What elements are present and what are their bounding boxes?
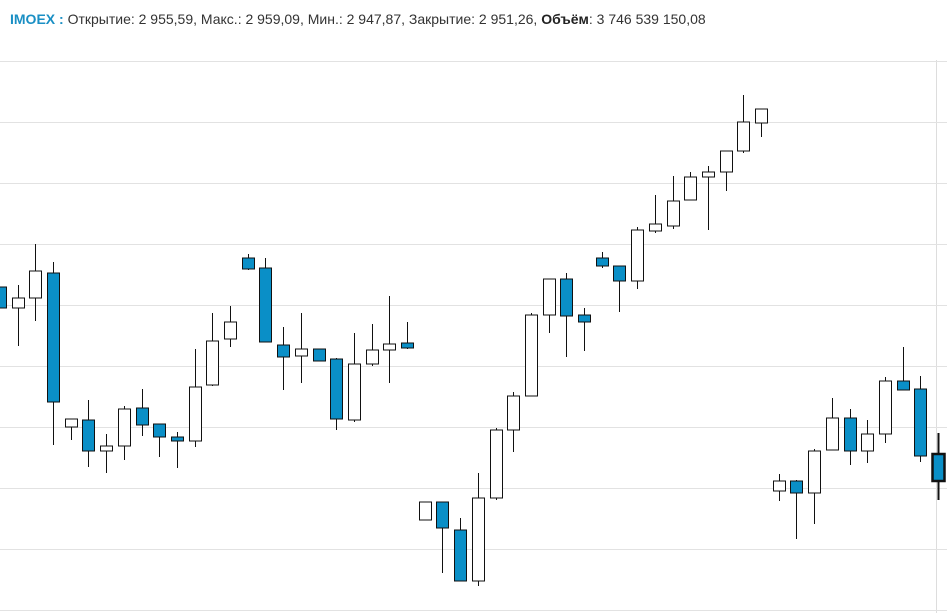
candle-body: [507, 395, 520, 431]
volume-value: : 3 746 539 150,08: [588, 11, 706, 27]
candle-body: [596, 257, 609, 267]
candle-body: [330, 358, 343, 420]
candle-body: [401, 342, 414, 349]
header: IMOEX : Открытие: 2 955,59, Макс.: 2 959…: [10, 11, 706, 27]
candle-body: [206, 340, 219, 386]
candle-body: [348, 363, 361, 421]
candle-body: [419, 501, 432, 521]
candle-body: [755, 108, 768, 124]
candle-body: [684, 176, 697, 201]
candle-body: [720, 150, 733, 173]
ohlc-text: Открытие: 2 955,59, Макс.: 2 959,09, Мин…: [67, 11, 538, 27]
candle-body: [826, 417, 839, 451]
candle-body: [313, 348, 326, 362]
candle-body: [295, 348, 308, 357]
candle-body: [631, 229, 644, 282]
candle-body: [667, 200, 680, 227]
candle-body: [136, 407, 149, 426]
candle-body: [737, 121, 750, 152]
candle-body: [613, 265, 626, 282]
volume-label: Объём: [541, 11, 589, 27]
candle-body: [47, 272, 60, 403]
candle-body: [490, 429, 503, 499]
candle-body: [65, 418, 78, 428]
candle-body: [171, 436, 184, 442]
candle-body: [277, 344, 290, 358]
candle-body: [118, 408, 131, 447]
candle-body: [12, 297, 25, 309]
candle-body: [649, 223, 662, 232]
candle-body: [189, 386, 202, 442]
candle-body: [259, 267, 272, 343]
candle-body: [543, 278, 556, 316]
candle-body: [931, 452, 946, 483]
candle-body: [897, 380, 910, 391]
candle-body: [578, 314, 591, 323]
candle-body: [844, 417, 857, 452]
candle-body: [525, 314, 538, 397]
ticker: IMOEX :: [10, 11, 64, 27]
candle-body: [861, 433, 874, 452]
candle-body: [560, 278, 573, 317]
candle-body: [454, 529, 467, 582]
candle-body: [100, 445, 113, 452]
candle-body: [790, 480, 803, 494]
candle-body: [153, 423, 166, 438]
candle-body: [472, 497, 485, 582]
candle-body: [366, 349, 379, 365]
candle-body: [879, 380, 892, 435]
candle-body: [0, 286, 7, 309]
candle-body: [383, 343, 396, 351]
candle-body: [702, 171, 715, 178]
candle-body: [82, 419, 95, 452]
candle-body: [914, 388, 927, 457]
candle-body: [242, 257, 255, 270]
candle-body: [224, 321, 237, 340]
candle-body: [436, 501, 449, 529]
candle-body: [808, 450, 821, 494]
candle-body: [773, 480, 786, 492]
candle-body: [29, 270, 42, 299]
